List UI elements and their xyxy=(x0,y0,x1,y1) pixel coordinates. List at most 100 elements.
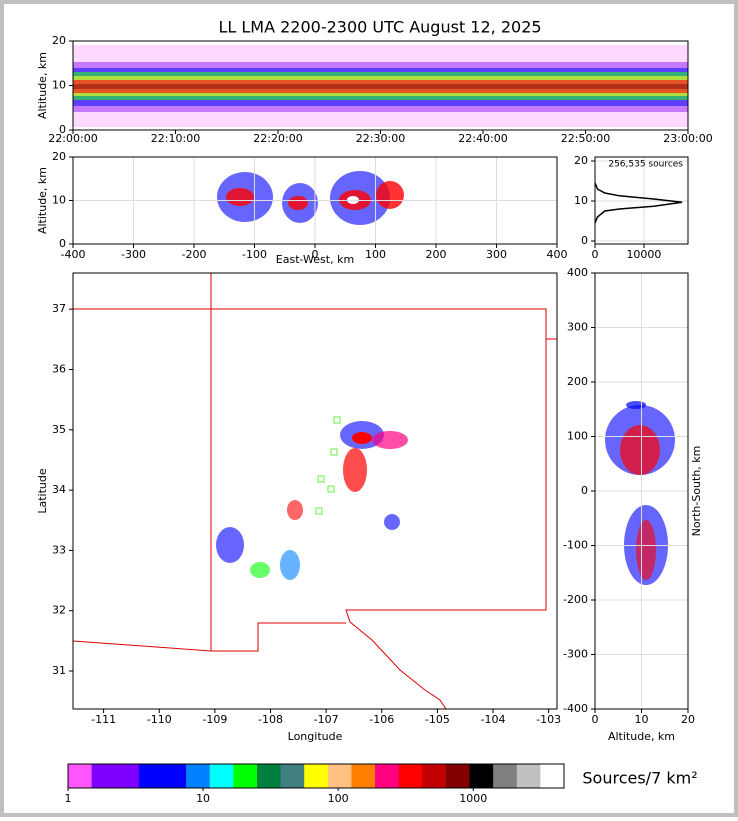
colorbar-tick-label: 1 xyxy=(65,792,72,805)
map-texture xyxy=(216,416,408,580)
colorbar-swatch xyxy=(516,764,541,788)
x-tick-label: -111 xyxy=(91,713,116,726)
x-tick-label: -300 xyxy=(121,248,146,261)
colorbar-swatch xyxy=(493,764,518,788)
colorbar-swatch xyxy=(445,764,471,788)
x-tick-label: 22:10:00 xyxy=(151,132,200,145)
x-tick-label: -103 xyxy=(536,713,561,726)
y-tick-label: -400 xyxy=(563,702,588,715)
x-tick-label: 0 xyxy=(312,248,319,261)
colorbar-swatch xyxy=(540,764,565,788)
x-tick-label: -105 xyxy=(425,713,450,726)
x-tick-label: -400 xyxy=(61,248,86,261)
y-tick-label: 400 xyxy=(567,266,588,279)
y-tick-label: 20 xyxy=(574,154,588,167)
y-tick-label: 20 xyxy=(52,34,66,47)
colorbar-frame xyxy=(67,763,565,789)
x-tick-label: 23:00:00 xyxy=(663,132,712,145)
colorbar-swatch xyxy=(469,764,494,788)
x-tick-label: 22:40:00 xyxy=(458,132,507,145)
y-tick-label: 34 xyxy=(52,483,66,496)
x-tick-label: 0 xyxy=(592,248,599,261)
colorbar-swatch xyxy=(256,764,282,788)
y-tick-label: 10 xyxy=(52,79,66,92)
y-tick-label: 31 xyxy=(52,664,66,677)
y-tick-label: -100 xyxy=(563,539,588,552)
x-tick-label: -106 xyxy=(369,713,394,726)
y-tick-label: 32 xyxy=(52,604,66,617)
x-tick-label: -107 xyxy=(314,713,339,726)
y-tick-label: -300 xyxy=(563,648,588,661)
x-tick-label: 22:20:00 xyxy=(253,132,302,145)
colorbar-swatch xyxy=(280,764,305,788)
y-axis-label: Latitude xyxy=(36,468,49,514)
time-height-texture xyxy=(73,45,688,127)
x-tick-label: 300 xyxy=(486,248,507,261)
colorbar-swatch xyxy=(186,764,211,788)
x-tick-label: -109 xyxy=(202,713,227,726)
y-tick-label: 33 xyxy=(52,543,66,556)
x-tick-label: -200 xyxy=(182,248,207,261)
x-tick-label: -100 xyxy=(242,248,267,261)
x-tick-label: 400 xyxy=(547,248,568,261)
y-tick-label: 37 xyxy=(52,302,66,315)
y-tick-label: 0 xyxy=(59,237,66,250)
x-tick-label: 200 xyxy=(426,248,447,261)
y-tick-label: 0 xyxy=(581,234,588,247)
colorbar-swatch xyxy=(304,764,329,788)
x-tick-label: -110 xyxy=(147,713,172,726)
colorbar-tick-label: 1000 xyxy=(459,792,487,805)
axes-frame xyxy=(72,156,558,245)
colorbar-swatch xyxy=(375,764,400,788)
x-tick-label: -104 xyxy=(481,713,506,726)
x-tick-label: 22:50:00 xyxy=(561,132,610,145)
axes-frame xyxy=(594,272,689,710)
map-boundaries xyxy=(72,273,557,710)
y-tick-label: 10 xyxy=(574,194,588,207)
x-tick-label: 0 xyxy=(592,713,599,726)
y-axis-label: Altitude, km xyxy=(36,167,49,234)
y-axis-label: Altitude, km xyxy=(36,52,49,119)
x-tick-label: 10 xyxy=(635,713,649,726)
y-tick-label: 300 xyxy=(567,321,588,334)
x-tick-label: 22:00:00 xyxy=(48,132,97,145)
colorbar-swatch xyxy=(351,764,376,788)
chart-title: LL LMA 2200-2300 UTC August 12, 2025 xyxy=(218,18,541,37)
x-axis-label: Altitude, km xyxy=(608,730,675,743)
annotation: 256,535 sources xyxy=(608,160,683,170)
colorbar-swatch xyxy=(115,764,140,788)
colorbar-swatch xyxy=(422,764,447,788)
x-tick-label: 22:30:00 xyxy=(356,132,405,145)
y-tick-label: 10 xyxy=(52,194,66,207)
colorbar-swatch xyxy=(68,764,93,788)
x-tick-label: 10000 xyxy=(626,248,661,261)
colorbar-swatch xyxy=(138,764,163,788)
colorbar-swatch xyxy=(398,764,423,788)
colorbar-label: Sources/7 km² xyxy=(582,769,697,788)
colorbar-swatch xyxy=(327,764,352,788)
colorbar-swatch xyxy=(209,764,234,788)
colorbar-swatch xyxy=(91,764,116,788)
y-axis-label: North-South, km xyxy=(690,446,703,537)
x-axis-label: East-West, km xyxy=(276,253,354,266)
x-tick-label: 100 xyxy=(365,248,386,261)
y-tick-label: 36 xyxy=(52,362,66,375)
x-axis-label: Longitude xyxy=(288,730,343,743)
axes-frame xyxy=(594,156,689,245)
x-tick-label: 20 xyxy=(681,713,695,726)
y-tick-label: 100 xyxy=(567,430,588,443)
y-tick-label: 200 xyxy=(567,375,588,388)
y-tick-label: 0 xyxy=(581,484,588,497)
y-tick-label: 20 xyxy=(52,150,66,163)
axes-frame xyxy=(72,272,558,710)
y-tick-label: 35 xyxy=(52,423,66,436)
y-tick-label: -200 xyxy=(563,593,588,606)
y-tick-label: 0 xyxy=(59,123,66,136)
colorbar-tick-label: 100 xyxy=(328,792,349,805)
profile-line xyxy=(594,182,683,224)
axes-frame xyxy=(72,40,689,131)
colorbar-swatch xyxy=(233,764,258,788)
x-tick-label: -108 xyxy=(258,713,283,726)
